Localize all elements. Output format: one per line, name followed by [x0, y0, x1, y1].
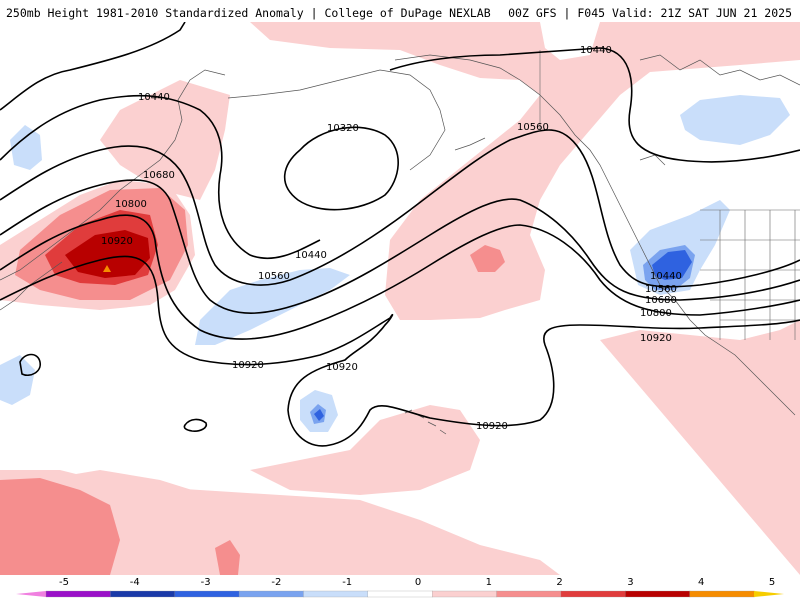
model-run-label: 00Z GFS | F045 Valid: 21Z SAT JUN 21 202…: [508, 6, 792, 20]
contour-10560: [0, 129, 800, 288]
contour-label: 10560: [645, 284, 677, 295]
contour-label: 10440: [295, 250, 327, 261]
colorbar-segment: [689, 590, 755, 598]
colorbar-segment: [560, 590, 626, 598]
contour-label: 10920: [476, 421, 508, 432]
colorbar-tick-label: 3: [627, 577, 633, 588]
colorbar-tick-label: 1: [486, 577, 492, 588]
contour-label: 10920: [326, 362, 358, 373]
colorbar-segment: [367, 590, 433, 598]
contour-10800: [0, 214, 800, 340]
colorbar-tick-label: 5: [769, 577, 775, 588]
positive-anomaly-peak: [65, 230, 150, 278]
coastlines: [0, 54, 800, 435]
colorbar-segment: [496, 590, 562, 598]
contour-labels: 10440 10320 10440 10560 10680 10800 1092…: [101, 45, 682, 432]
colorbar: -5 -4 -3 -2 -1 0 1 2 3 4 5: [0, 575, 800, 600]
contour-label: 10560: [258, 271, 290, 282]
colorbar-segment: [174, 590, 240, 598]
header-bar: 250mb Height 1981-2010 Standardized Anom…: [0, 0, 800, 22]
contour-10440-alaska: [0, 22, 186, 111]
colorbar-tick-label: 0: [415, 577, 421, 588]
contour-label: 10920: [232, 360, 264, 371]
contour-label: 10800: [115, 199, 147, 210]
colorbar-segment: [45, 590, 112, 598]
contour-10440-ne: [389, 47, 800, 163]
colorbar-arrow-left: [16, 591, 46, 597]
contour-10320: [283, 126, 399, 211]
negative-anomaly-strong: [314, 250, 692, 421]
colorbar-segment: [110, 590, 176, 598]
colorbar-segment: [625, 590, 691, 598]
contour-label: 10560: [517, 122, 549, 133]
contour-label: 10680: [143, 170, 175, 181]
anomaly-map: 10440 10320 10440 10560 10680 10800 1092…: [0, 22, 800, 575]
contour-label: 10800: [640, 308, 672, 319]
map-title: 250mb Height 1981-2010 Standardized Anom…: [6, 6, 491, 20]
contour-label: 10320: [327, 123, 359, 134]
colorbar-arrow-right: [754, 591, 784, 597]
contour-closed-hawaii: [183, 418, 208, 432]
colorbar-segment: [303, 590, 369, 598]
contour-closed-west: [19, 353, 41, 377]
colorbar-segment: [432, 590, 498, 598]
contour-label: 10920: [101, 236, 133, 247]
colorbar-tick-label: 2: [556, 577, 562, 588]
contour-label: 10440: [650, 271, 682, 282]
positive-anomaly-max-marker: [103, 265, 111, 272]
colorbar-tick-label: -3: [201, 577, 211, 588]
colorbar-tick-label: -1: [342, 577, 352, 588]
height-contours: [0, 22, 800, 447]
colorbar-segment: [238, 590, 305, 598]
state-boundaries: [539, 50, 800, 340]
colorbar-tick-label: -2: [271, 577, 281, 588]
contour-label: 10440: [138, 92, 170, 103]
contour-label: 10440: [580, 45, 612, 56]
contour-label: 10680: [645, 295, 677, 306]
contour-10440-nw: [0, 94, 321, 260]
contour-label: 10920: [640, 333, 672, 344]
colorbar-tick-label: -5: [59, 577, 69, 588]
colorbar-tick-label: 4: [698, 577, 704, 588]
colorbar-tick-labels: -5 -4 -3 -2 -1 0 1 2 3 4 5: [59, 577, 775, 588]
colorbar-segments: [16, 590, 784, 598]
contour-10680: [0, 179, 800, 314]
contour-10920-main: [0, 255, 800, 447]
colorbar-tick-label: -4: [130, 577, 140, 588]
